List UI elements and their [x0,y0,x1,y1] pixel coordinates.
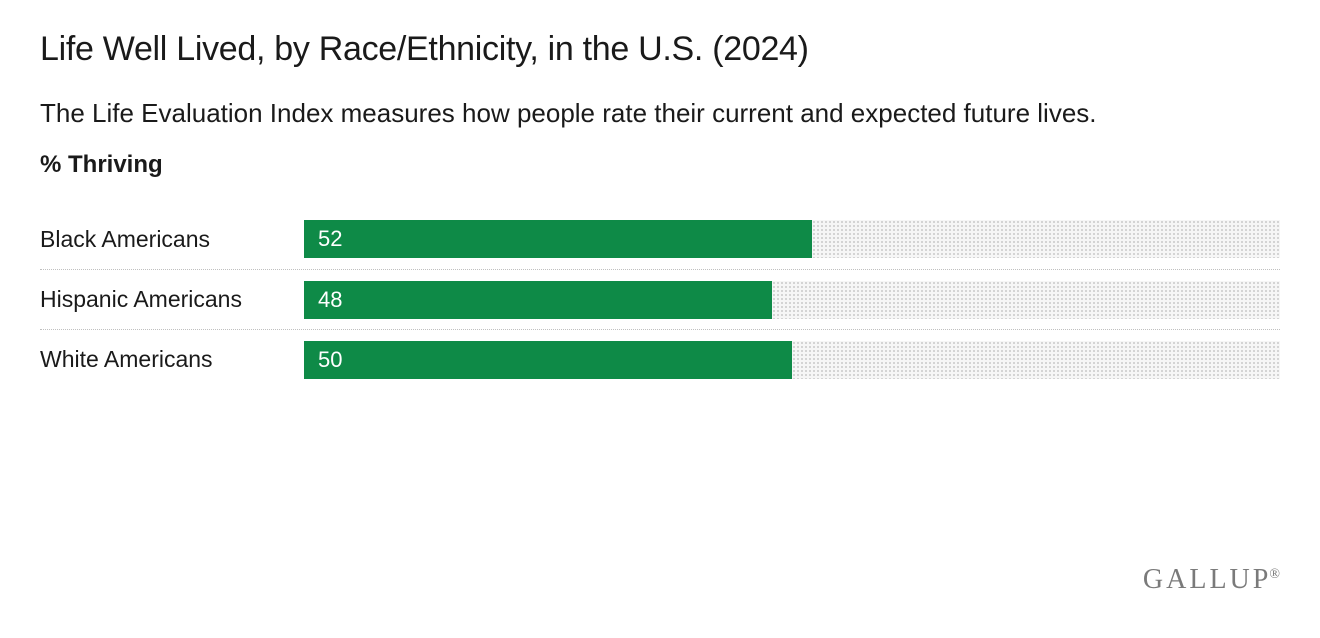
category-label: Black Americans [40,226,304,253]
bar-row: Black Americans 52 [40,209,1280,269]
bar-value-label: 48 [318,287,342,313]
brand-logo: GALLUP® [1143,564,1280,596]
bar-chart: Black Americans 52 Hispanic Americans 48… [40,209,1280,389]
bar-track: 52 [304,220,1280,258]
chart-subtitle: The Life Evaluation Index measures how p… [40,93,1120,133]
bar-value-label: 52 [318,226,342,252]
bar-fill: 52 [304,220,812,258]
bar-row: White Americans 50 [40,329,1280,389]
bar-fill: 50 [304,341,792,379]
brand-text: GALLUP [1143,564,1271,595]
metric-label: % Thriving [40,151,1280,179]
bar-track: 48 [304,281,1280,319]
chart-title: Life Well Lived, by Race/Ethnicity, in t… [40,30,1280,69]
bar-value-label: 50 [318,347,342,373]
category-label: White Americans [40,346,304,373]
category-label: Hispanic Americans [40,286,304,313]
bar-track: 50 [304,341,1280,379]
bar-fill: 48 [304,281,772,319]
registered-mark-icon: ® [1269,567,1280,582]
bar-row: Hispanic Americans 48 [40,269,1280,329]
